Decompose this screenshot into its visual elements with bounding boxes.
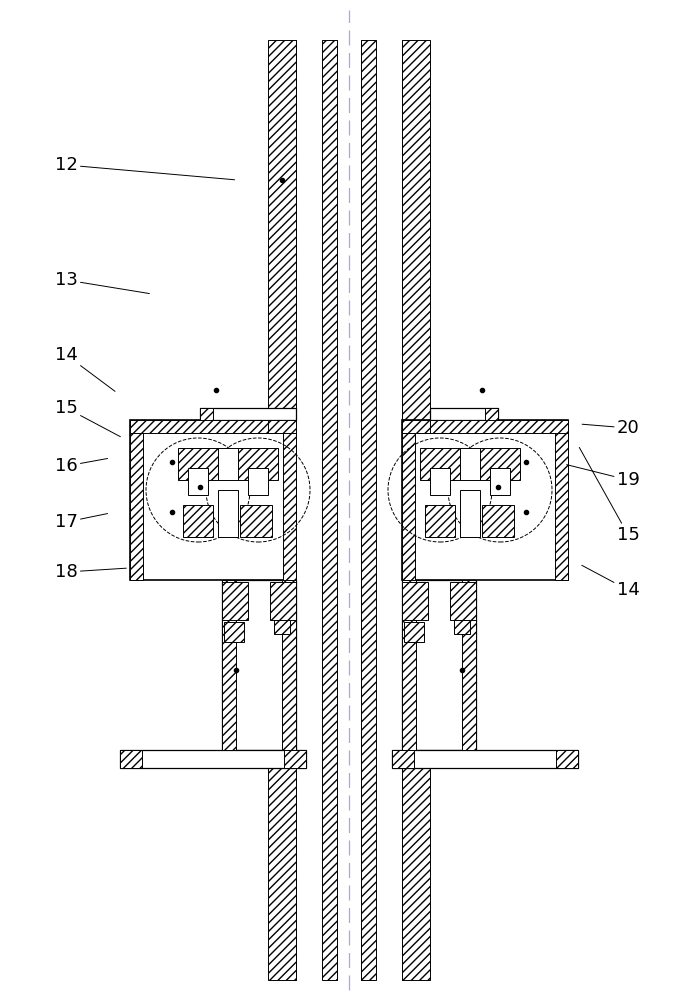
- Bar: [482, 505, 514, 537]
- Text: 12: 12: [55, 156, 235, 180]
- Bar: [183, 505, 213, 537]
- Bar: [120, 750, 306, 768]
- Text: 16: 16: [55, 457, 107, 475]
- Text: 18: 18: [55, 563, 126, 581]
- Bar: [402, 582, 428, 620]
- Bar: [425, 505, 455, 537]
- Bar: [240, 505, 272, 537]
- Bar: [402, 420, 568, 433]
- Bar: [130, 420, 296, 580]
- Bar: [322, 40, 337, 980]
- Bar: [480, 448, 520, 480]
- Bar: [270, 582, 296, 620]
- Bar: [222, 580, 236, 750]
- Bar: [460, 448, 480, 480]
- Bar: [282, 580, 296, 750]
- Bar: [218, 448, 238, 480]
- Bar: [178, 448, 218, 480]
- Bar: [402, 420, 415, 580]
- Bar: [224, 622, 244, 642]
- Bar: [222, 582, 248, 620]
- Bar: [392, 750, 414, 768]
- Bar: [404, 622, 424, 642]
- Bar: [248, 468, 268, 495]
- Bar: [402, 40, 430, 980]
- Bar: [420, 448, 460, 480]
- Bar: [402, 580, 476, 750]
- Text: 14: 14: [55, 346, 115, 391]
- Bar: [430, 408, 498, 420]
- Bar: [462, 580, 476, 750]
- Bar: [268, 40, 296, 980]
- Bar: [450, 582, 476, 620]
- Bar: [274, 620, 290, 634]
- Text: 13: 13: [55, 271, 149, 294]
- Bar: [188, 468, 208, 495]
- Bar: [555, 420, 568, 580]
- Bar: [218, 490, 238, 537]
- Bar: [402, 420, 568, 580]
- Bar: [402, 580, 416, 750]
- Bar: [130, 420, 296, 433]
- Bar: [485, 408, 498, 420]
- Bar: [238, 448, 278, 480]
- Bar: [200, 408, 296, 420]
- Bar: [268, 420, 296, 433]
- Bar: [200, 408, 213, 420]
- Text: 14: 14: [582, 565, 639, 599]
- Bar: [402, 420, 430, 433]
- Text: 15: 15: [579, 447, 639, 544]
- Bar: [284, 750, 306, 768]
- Bar: [120, 750, 142, 768]
- Text: 19: 19: [567, 465, 639, 489]
- Bar: [222, 580, 296, 750]
- Bar: [130, 420, 143, 580]
- Text: 15: 15: [55, 399, 120, 437]
- Bar: [283, 420, 296, 580]
- Text: 17: 17: [55, 513, 107, 531]
- Bar: [460, 490, 480, 537]
- Bar: [454, 620, 470, 634]
- Bar: [490, 468, 510, 495]
- Bar: [392, 750, 578, 768]
- Bar: [361, 40, 376, 980]
- Text: 20: 20: [582, 419, 639, 437]
- Bar: [430, 468, 450, 495]
- Bar: [556, 750, 578, 768]
